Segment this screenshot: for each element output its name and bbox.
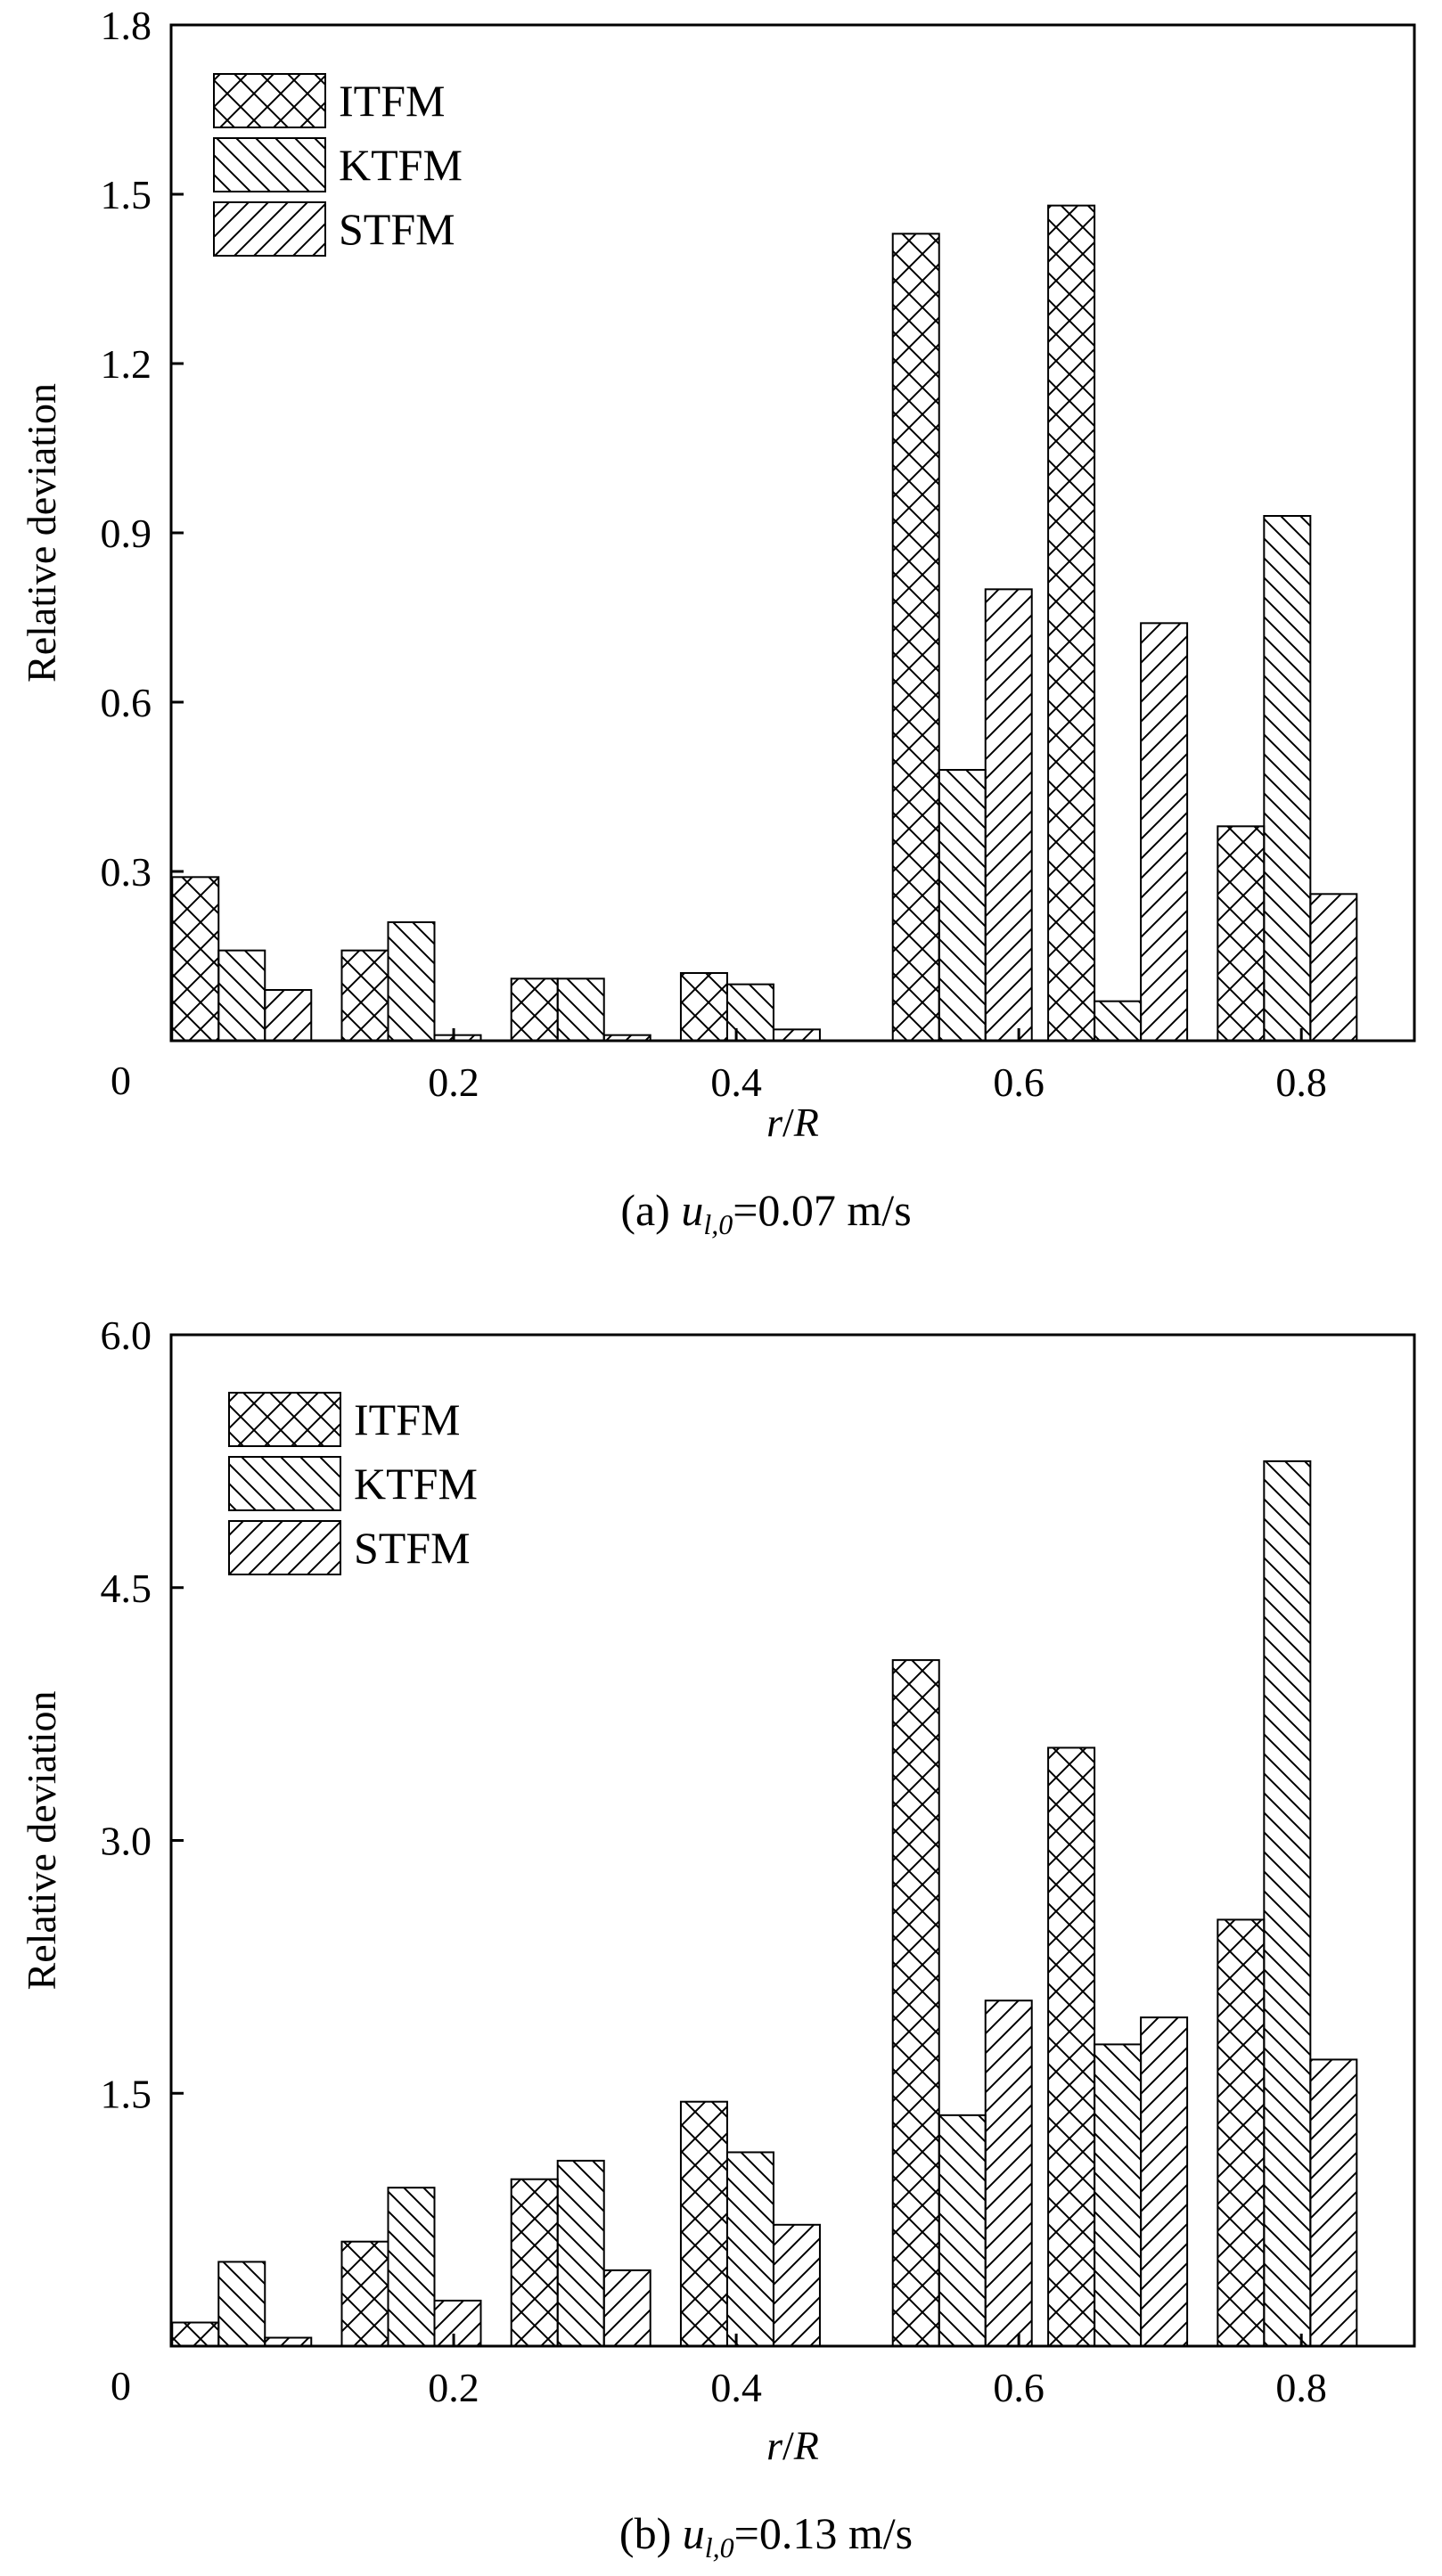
legend: ITFM KTFM STFM (228, 1392, 478, 1575)
bar-ktfm (217, 2261, 266, 2348)
bar-itfm (891, 1659, 940, 2347)
bar-ktfm (725, 2151, 774, 2347)
bar-itfm (171, 2321, 220, 2347)
y-tick-label: 0 (111, 1058, 131, 1103)
legend-label-itfm: ITFM (339, 76, 445, 126)
chart-caption: (b) ul,0=0.13 m/s (619, 2508, 913, 2564)
legend-swatch-stfm (228, 1520, 341, 1575)
bar-ktfm (1094, 2043, 1143, 2347)
y-tick-label: 0.6 (101, 680, 152, 725)
bar-stfm (984, 588, 1033, 1042)
bar-itfm (340, 2240, 389, 2347)
y-tick-label: 1.5 (101, 2071, 152, 2116)
bar-ktfm (217, 949, 266, 1042)
y-axis-label: Relative deviation (19, 1691, 64, 1991)
bars-group (171, 204, 1358, 1043)
bar-itfm (1217, 825, 1266, 1042)
x-axis-label: r/R (766, 1100, 819, 1145)
bar-ktfm (387, 2187, 436, 2348)
x-tick-label: 0.2 (428, 2365, 479, 2410)
bar-stfm (602, 2269, 651, 2347)
x-tick-label: 0.2 (428, 1059, 479, 1105)
y-tick-label: 6.0 (101, 1313, 152, 1358)
chart-caption: (a) ul,0=0.07 m/s (620, 1185, 911, 1240)
y-tick-label: 1.5 (101, 172, 152, 217)
bar-itfm (510, 977, 559, 1043)
y-tick-label: 0.3 (101, 849, 152, 895)
bar-itfm (679, 972, 728, 1042)
y-tick-label: 0.9 (101, 511, 152, 556)
legend-swatch-itfm (213, 73, 326, 128)
bar-stfm (1309, 893, 1358, 1042)
bar-stfm (772, 1028, 821, 1043)
legend-label-ktfm: KTFM (339, 140, 463, 190)
x-tick-label: 0.4 (710, 1059, 762, 1105)
x-axis-label: r/R (766, 2423, 819, 2468)
x-tick-label: 0.8 (1275, 1059, 1327, 1105)
x-axis-ticks: 0.2 0.4 0.6 0.8 (428, 2334, 1327, 2410)
bar-ktfm (387, 921, 436, 1042)
y-tick-label: 1.2 (101, 341, 152, 387)
bar-ktfm (938, 2114, 987, 2347)
y-axis-label: Relative deviation (19, 383, 64, 683)
legend-swatch-ktfm (228, 1456, 341, 1511)
bar-ktfm (938, 769, 987, 1042)
bar-itfm (1047, 1746, 1096, 2348)
legend-label-ktfm: KTFM (354, 1459, 478, 1509)
bar-stfm (1140, 622, 1189, 1042)
x-axis-ticks: 0.2 0.4 0.6 0.8 (428, 1028, 1327, 1105)
bars-group (171, 1460, 1358, 2348)
bar-stfm (1140, 2016, 1189, 2347)
bar-ktfm (1263, 515, 1312, 1042)
bar-itfm (679, 2100, 728, 2347)
legend-swatch-stfm (213, 201, 326, 257)
y-tick-label: 1.8 (101, 3, 152, 48)
bar-ktfm (556, 2159, 605, 2348)
bar-itfm (1217, 1918, 1266, 2348)
bar-ktfm (1263, 1460, 1312, 2347)
y-axis-ticks: 0 0.3 0.6 0.9 1.2 1.5 1.8 (101, 3, 184, 1103)
legend: ITFM KTFM STFM (213, 73, 463, 257)
bar-stfm (984, 1999, 1033, 2347)
chart-panel-a: 0 0.3 0.6 0.9 1.2 1.5 1.8 0.2 0.4 0.6 0.8 ITFM KTF… (19, 3, 1416, 1240)
bar-itfm (891, 233, 940, 1043)
bar-ktfm (1094, 1000, 1143, 1042)
chart-panel-b: 01.53.04.56.0 0.2 0.4 0.6 0.8 ITFMKTFMSTFM … (19, 1313, 1416, 2564)
legend-label-stfm: STFM (339, 204, 455, 254)
x-tick-label: 0.4 (710, 2365, 762, 2410)
bar-ktfm (725, 983, 774, 1042)
y-tick-label: 3.0 (101, 1819, 152, 1864)
bar-stfm (772, 2223, 821, 2348)
bar-stfm (264, 989, 313, 1042)
y-axis-ticks: 0 1.5 3.0 4.5 6.0 (101, 1313, 184, 2408)
bar-itfm (340, 949, 389, 1042)
bar-stfm (1309, 2058, 1358, 2348)
bar-itfm (171, 876, 220, 1042)
legend-label-itfm: ITFM (354, 1394, 460, 1444)
x-tick-label: 0.8 (1275, 2365, 1327, 2410)
bar-stfm (433, 2299, 482, 2348)
bar-itfm (510, 2178, 559, 2348)
bar-ktfm (556, 977, 605, 1043)
legend-label-stfm: STFM (354, 1523, 471, 1573)
y-tick-label: 4.5 (101, 1566, 152, 1611)
y-tick-label: 0 (111, 2363, 131, 2408)
legend-swatch-itfm (228, 1392, 341, 1447)
x-tick-label: 0.6 (993, 1059, 1045, 1105)
bar-itfm (1047, 204, 1096, 1042)
legend-swatch-ktfm (213, 137, 326, 192)
x-tick-label: 0.6 (993, 2365, 1045, 2410)
